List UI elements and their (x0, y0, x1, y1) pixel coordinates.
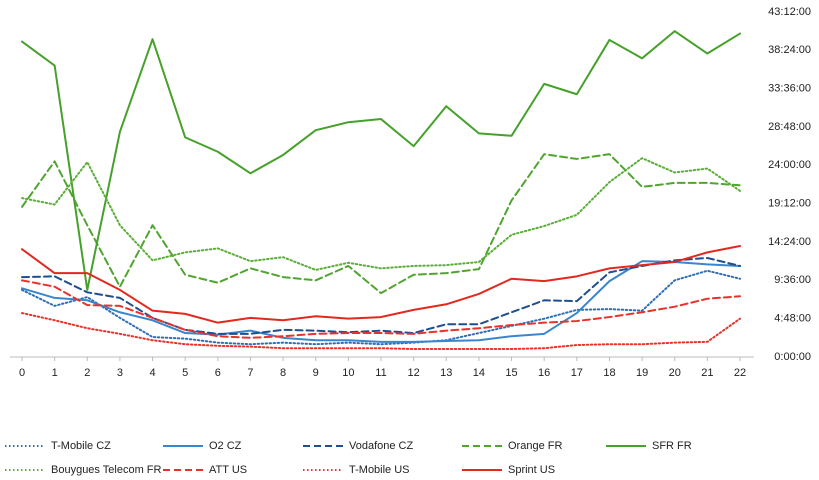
x-tick-label: 3 (117, 367, 123, 379)
legend-label: Vodafone CZ (349, 440, 413, 452)
x-tick-label: 11 (375, 367, 386, 379)
x-tick-label: 20 (669, 367, 681, 379)
legend-label: Orange FR (508, 440, 562, 452)
x-tick-label: 4 (149, 367, 155, 379)
x-tick-label: 10 (342, 367, 354, 379)
series-line (21, 157, 741, 271)
x-tick-label: 2 (84, 367, 90, 379)
x-tick-label: 1 (52, 367, 58, 379)
x-tick-label: 19 (636, 367, 648, 379)
y-tick-label: 28:48:00 (768, 121, 811, 133)
series-line (21, 256, 741, 335)
legend-label: ATT US (209, 464, 247, 476)
x-tick-label: 5 (182, 367, 188, 379)
series-line (21, 260, 741, 343)
x-tick-label: 12 (408, 367, 420, 379)
y-tick-label: 14:24:00 (768, 236, 811, 248)
y-tick-label: 19:12:00 (768, 198, 811, 210)
x-tick-label: 18 (603, 367, 615, 379)
x-tick-label: 9 (313, 367, 319, 379)
legend-label: T-Mobile US (349, 464, 410, 476)
series-line (21, 244, 741, 324)
y-tick-label: 9:36:00 (774, 274, 811, 286)
legend-label: O2 CZ (209, 440, 242, 452)
x-tick-label: 8 (280, 367, 286, 379)
y-tick-label: 24:00:00 (768, 159, 811, 171)
legend-label: T-Mobile CZ (51, 440, 111, 452)
series-line (21, 30, 741, 291)
legend-label: Sprint US (508, 464, 555, 476)
y-tick-label: 0:00:00 (774, 351, 811, 363)
x-tick-label: 16 (538, 367, 550, 379)
x-tick-label: 13 (440, 367, 452, 379)
y-tick-label: 43:12:00 (768, 6, 811, 18)
x-tick-label: 14 (473, 367, 485, 379)
x-tick-label: 6 (215, 367, 221, 379)
y-tick-label: 4:48:00 (774, 313, 811, 325)
series-line (21, 312, 741, 351)
x-tick-label: 0 (19, 367, 25, 379)
y-tick-label: 33:36:00 (768, 83, 811, 95)
legend-label: Bouygues Telecom FR (51, 464, 162, 476)
x-tick-label: 7 (247, 367, 253, 379)
series-line (21, 269, 741, 346)
x-tick-label: 22 (734, 367, 746, 379)
x-tick-label: 17 (571, 367, 583, 379)
series-line (21, 153, 741, 295)
x-tick-label: 21 (701, 367, 713, 379)
y-tick-label: 38:24:00 (768, 44, 811, 56)
legend-label: SFR FR (652, 440, 692, 452)
x-tick-label: 15 (505, 367, 517, 379)
series-line (21, 279, 741, 339)
